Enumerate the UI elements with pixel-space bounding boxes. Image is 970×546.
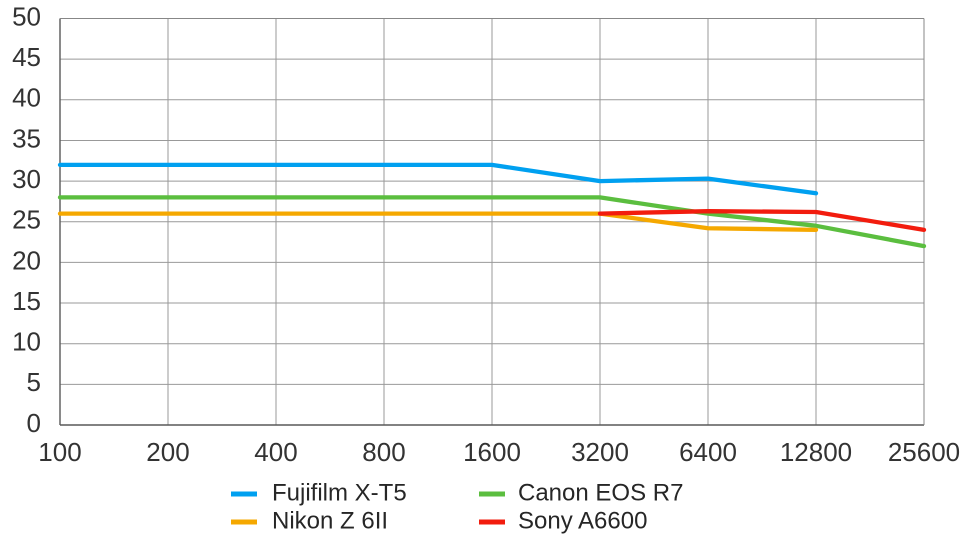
svg-text:12800: 12800	[780, 437, 852, 467]
svg-text:Fujifilm X-T5: Fujifilm X-T5	[272, 479, 407, 506]
svg-text:200: 200	[146, 437, 189, 467]
svg-text:20: 20	[12, 245, 41, 275]
svg-text:Canon EOS R7: Canon EOS R7	[518, 479, 683, 506]
svg-text:45: 45	[12, 42, 41, 72]
svg-text:5: 5	[27, 367, 41, 397]
svg-text:30: 30	[12, 164, 41, 194]
svg-text:6400: 6400	[679, 437, 737, 467]
svg-text:10: 10	[12, 327, 41, 357]
svg-text:50: 50	[12, 1, 41, 31]
svg-text:40: 40	[12, 83, 41, 113]
svg-text:3200: 3200	[571, 437, 629, 467]
svg-text:35: 35	[12, 123, 41, 153]
svg-text:25600: 25600	[888, 437, 960, 467]
svg-text:400: 400	[254, 437, 297, 467]
svg-text:15: 15	[12, 286, 41, 316]
svg-text:Nikon Z 6II: Nikon Z 6II	[272, 507, 388, 534]
svg-text:Sony A6600: Sony A6600	[518, 507, 647, 534]
svg-text:1600: 1600	[463, 437, 521, 467]
svg-text:100: 100	[38, 437, 81, 467]
svg-text:0: 0	[27, 408, 41, 438]
svg-text:25: 25	[12, 205, 41, 235]
svg-text:800: 800	[362, 437, 405, 467]
